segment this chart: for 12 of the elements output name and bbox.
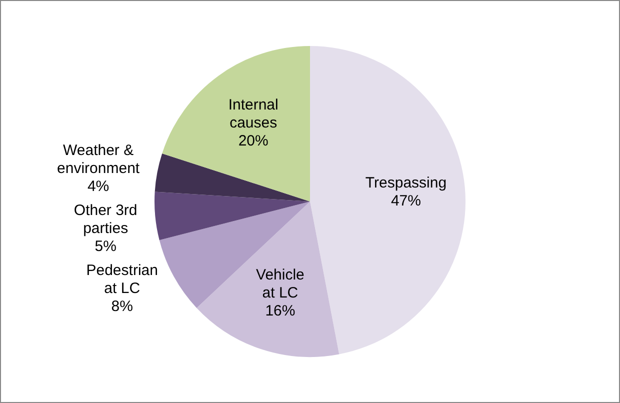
slice-label: Vehicle at LC [256, 266, 304, 302]
slice-label: Trespassing [365, 174, 447, 192]
slice-label: Other 3rd parties [74, 202, 138, 238]
data-label: 20% [238, 132, 268, 150]
data-label: 4% [87, 178, 110, 196]
data-label: 5% [94, 238, 116, 256]
data-label: 8% [111, 298, 133, 316]
slice-label: Pedestrian at LC [86, 262, 158, 298]
slice-label: Weather & environment [57, 142, 140, 178]
slice-label: Internal causes [228, 96, 278, 132]
data-label: 16% [265, 302, 296, 320]
data-label: 47% [390, 192, 421, 210]
